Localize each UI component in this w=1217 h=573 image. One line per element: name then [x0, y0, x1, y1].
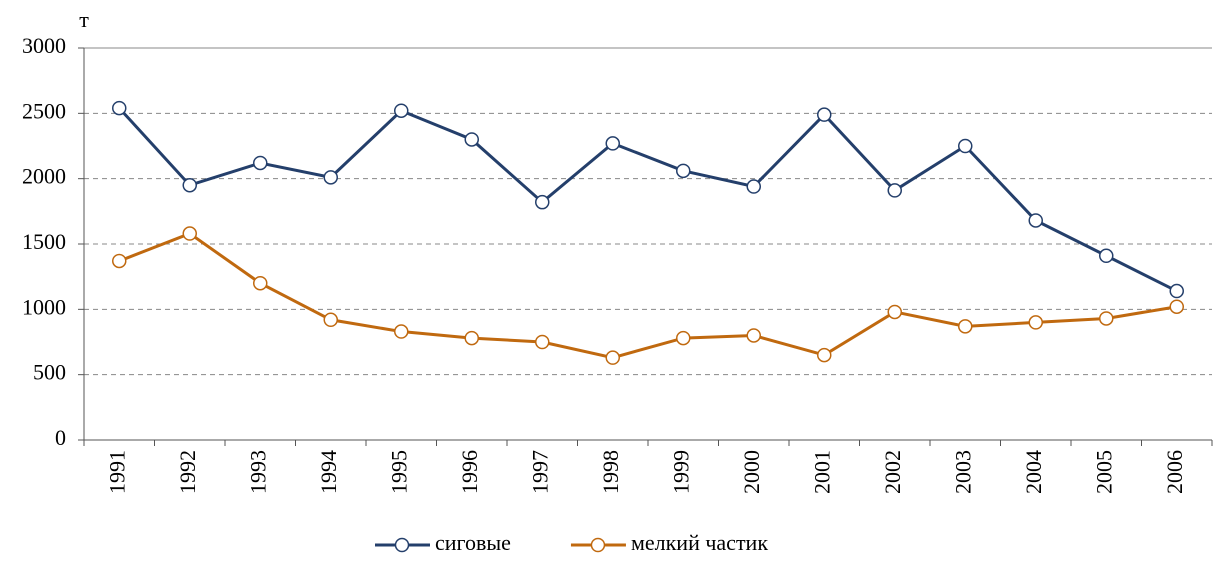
data-point — [746, 328, 761, 343]
x-tick-label: 1996 — [457, 450, 482, 494]
data-point — [253, 155, 268, 171]
data-point — [958, 138, 973, 154]
data-point — [394, 324, 409, 339]
data-point — [1028, 315, 1043, 330]
x-tick-label: 1991 — [104, 450, 129, 494]
data-point — [1099, 311, 1114, 326]
y-tick-label: 1500 — [22, 229, 66, 254]
x-tick-label: 1997 — [527, 450, 552, 494]
data-point — [112, 253, 127, 269]
data-point — [535, 194, 550, 210]
data-point — [1028, 213, 1043, 228]
data-point — [676, 163, 691, 179]
legend-marker — [394, 537, 410, 553]
y-tick-label: 0 — [55, 425, 66, 450]
data-point — [464, 330, 479, 346]
data-point — [1169, 283, 1184, 299]
data-point — [182, 177, 197, 193]
data-point — [817, 347, 832, 363]
data-point — [1169, 299, 1184, 314]
y-tick-label: 2000 — [22, 164, 66, 189]
y-tick-label: 1000 — [22, 294, 66, 319]
data-point — [253, 275, 268, 291]
legend-label: мелкий частик — [631, 530, 768, 555]
x-tick-label: 2002 — [880, 450, 905, 494]
data-point — [817, 107, 832, 122]
data-point — [464, 132, 479, 147]
y-tick-label: 3000 — [22, 33, 66, 58]
y-tick-label: 500 — [33, 360, 66, 385]
x-tick-label: 1995 — [386, 450, 411, 494]
x-tick-label: 1993 — [245, 450, 270, 494]
data-point — [887, 183, 902, 198]
data-point — [887, 304, 902, 320]
x-tick-label: 1998 — [598, 450, 623, 494]
x-tick-label: 1992 — [175, 450, 200, 494]
x-tick-label: 2003 — [950, 450, 975, 494]
data-point — [605, 136, 620, 151]
x-tick-label: 1994 — [316, 450, 341, 494]
data-point — [535, 334, 550, 350]
y-unit-label: т — [79, 7, 89, 32]
data-point — [182, 226, 197, 241]
data-point — [394, 103, 409, 118]
data-point — [323, 170, 338, 185]
series-line — [118, 231, 1177, 360]
x-tick-label: 2001 — [809, 450, 834, 494]
x-tick-label: 2000 — [739, 450, 764, 494]
x-tick-label: 2006 — [1162, 450, 1187, 494]
data-point — [605, 350, 620, 365]
data-point — [746, 179, 761, 194]
legend-marker — [590, 537, 606, 553]
data-point — [112, 100, 127, 116]
data-point — [958, 319, 973, 334]
y-tick-label: 2500 — [22, 98, 66, 123]
x-tick-label: 2005 — [1091, 450, 1116, 494]
x-tick-label: 2004 — [1021, 450, 1046, 494]
legend-label: сиговые — [435, 530, 511, 555]
x-tick-label: 1999 — [668, 450, 693, 494]
data-point — [676, 330, 691, 346]
series-line — [118, 107, 1178, 293]
data-point — [1099, 248, 1114, 264]
data-point — [323, 312, 338, 328]
